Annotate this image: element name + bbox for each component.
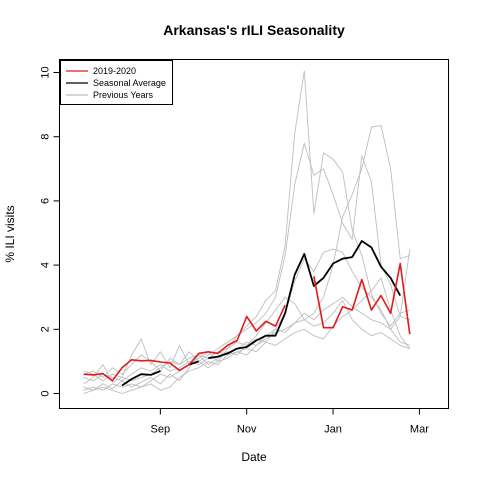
y-tick-label: 10: [40, 66, 52, 78]
average-series-1-segment-0: [121, 370, 161, 387]
x-axis-label: Date: [241, 450, 267, 464]
x-axis: Sep Nov Jan Mar: [151, 408, 429, 436]
y-tick-label: 0: [40, 390, 52, 396]
x-tick-label: Jan: [324, 424, 342, 436]
previous-series-3-segment-0: [83, 142, 411, 378]
legend: 2019-2020 Seasonal Average Previous Year…: [60, 60, 173, 105]
y-tick-label: 6: [40, 198, 52, 204]
legend-entry-previous: Previous Years: [93, 90, 154, 100]
seasonal-average-line: [121, 240, 401, 387]
average-series-1-segment-1: [188, 360, 199, 366]
current-season-line: [83, 262, 411, 382]
previous-series-6-segment-0: [83, 277, 411, 394]
chart-title: Arkansas's rILI Seasonality: [163, 22, 345, 38]
y-tick-label: 8: [40, 134, 52, 140]
previous-series-7-segment-0: [83, 296, 410, 382]
y-tick-label: 4: [40, 262, 52, 268]
previous-series-8-segment-0: [83, 296, 410, 382]
previous-years-lines: [83, 70, 411, 394]
average-series-1-segment-2: [208, 240, 401, 360]
y-axis: 0 2 4 6 8 10: [40, 66, 60, 397]
y-axis-label: % ILI visits: [3, 205, 17, 262]
current-series-0-segment-1: [313, 262, 411, 335]
legend-entry-current: 2019-2020: [93, 66, 136, 76]
x-tick-label: Mar: [410, 424, 429, 436]
current-series-0-segment-0: [83, 304, 286, 382]
x-tick-label: Sep: [151, 424, 171, 436]
previous-series-5-segment-0: [83, 248, 410, 391]
legend-entry-average: Seasonal Average: [93, 78, 166, 88]
x-tick-label: Nov: [237, 424, 257, 436]
previous-series-2-segment-0: [83, 70, 410, 385]
y-tick-label: 2: [40, 326, 52, 332]
